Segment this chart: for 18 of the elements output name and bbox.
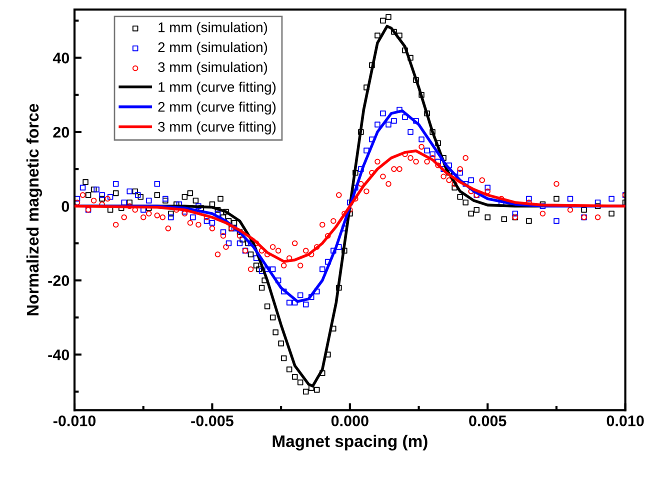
legend-label: 3 mm (simulation) <box>158 62 268 75</box>
legend-label: 1 mm (curve fitting) <box>158 82 276 95</box>
legend-label: 2 mm (simulation) <box>158 42 268 55</box>
legend-label: 1 mm (simulation) <box>158 22 268 35</box>
y-tick-label: 0 <box>62 201 70 212</box>
legend-label: 3 mm (curve fitting) <box>158 121 276 134</box>
y-tick-label: -20 <box>48 275 70 286</box>
x-tick-label: -0.010 <box>53 415 96 426</box>
y-tick-label: 40 <box>52 52 70 64</box>
y-axis-title: Normalized magnetic force <box>26 104 42 316</box>
x-tick-label: 0.000 <box>331 415 368 426</box>
y-tick-label: -40 <box>48 349 70 360</box>
x-tick-label: -0.005 <box>191 415 234 426</box>
x-tick-label: 0.005 <box>469 415 506 426</box>
x-tick-label: 0.010 <box>606 415 644 426</box>
y-tick-label: 20 <box>53 126 70 138</box>
x-axis-title: Magnet spacing (m) <box>272 434 428 450</box>
legend-label: 2 mm (curve fitting) <box>158 102 276 115</box>
